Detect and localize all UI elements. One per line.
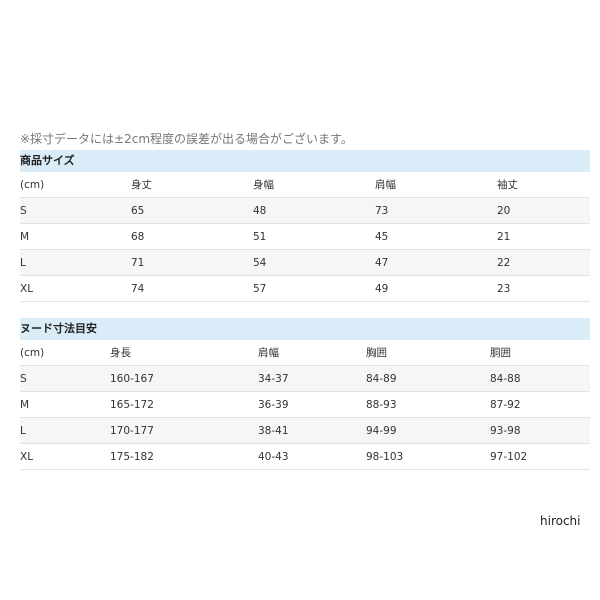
table-cell: 71 xyxy=(131,257,145,269)
table-cell: 84-88 xyxy=(490,373,521,385)
header-row: (cm) 身長 肩幅 胸囲 胴囲 xyxy=(20,340,590,366)
table-cell: 74 xyxy=(131,283,145,295)
column-header: (cm) xyxy=(20,179,45,191)
table-row: M 68 51 45 21 xyxy=(20,224,590,250)
table-cell: 84-89 xyxy=(366,373,397,385)
measurement-note: ※採寸データには±2cm程度の誤差が出る場合がございます。 xyxy=(20,132,353,146)
table-row: XL 74 57 49 23 xyxy=(20,276,590,302)
table-cell: 45 xyxy=(375,231,389,243)
product-size-table: 商品サイズ (cm) 身丈 身幅 肩幅 袖丈 S 65 48 73 20 M 68 51 45 21 L 71 5… xyxy=(20,150,590,302)
table-cell: 48 xyxy=(253,205,267,217)
table-cell: 88-93 xyxy=(366,399,397,411)
table-cell: 175-182 xyxy=(110,451,154,463)
table-cell: 51 xyxy=(253,231,267,243)
table-cell: 40-43 xyxy=(258,451,289,463)
table-row: L 170-177 38-41 94-99 93-98 xyxy=(20,418,590,444)
table-cell: 22 xyxy=(497,257,511,269)
header-row: (cm) 身丈 身幅 肩幅 袖丈 xyxy=(20,172,590,198)
table-cell: 47 xyxy=(375,257,389,269)
table-cell: 93-98 xyxy=(490,425,521,437)
column-header: 身丈 xyxy=(131,179,152,191)
table-cell: 49 xyxy=(375,283,389,295)
table-cell: S xyxy=(20,373,27,385)
table-cell: S xyxy=(20,205,27,217)
table-row: S 160-167 34-37 84-89 84-88 xyxy=(20,366,590,392)
table-cell: M xyxy=(20,231,30,243)
table-cell: 57 xyxy=(253,283,267,295)
table-cell: 170-177 xyxy=(110,425,154,437)
column-header: 肩幅 xyxy=(375,179,396,191)
table-row: L 71 54 47 22 xyxy=(20,250,590,276)
table-cell: 97-102 xyxy=(490,451,528,463)
table-cell: 38-41 xyxy=(258,425,289,437)
table-cell: 54 xyxy=(253,257,267,269)
table-cell: 165-172 xyxy=(110,399,154,411)
table-cell: 34-37 xyxy=(258,373,289,385)
table-cell: 87-92 xyxy=(490,399,521,411)
table-row: XL 175-182 40-43 98-103 97-102 xyxy=(20,444,590,470)
table-cell: XL xyxy=(20,283,34,295)
table-cell: M xyxy=(20,399,30,411)
nude-size-title: ヌード寸法目安 xyxy=(20,318,590,340)
table-cell: 160-167 xyxy=(110,373,154,385)
table-cell: 73 xyxy=(375,205,389,217)
column-header: 胴囲 xyxy=(490,347,511,359)
table-cell: 21 xyxy=(497,231,511,243)
column-header: 袖丈 xyxy=(497,179,518,191)
table-cell: L xyxy=(20,257,26,269)
brand-label: hirochi xyxy=(540,514,581,528)
column-header: 肩幅 xyxy=(258,347,279,359)
column-header: 身長 xyxy=(110,347,131,359)
table-cell: 94-99 xyxy=(366,425,397,437)
table-cell: 68 xyxy=(131,231,145,243)
column-header: 胸囲 xyxy=(366,347,387,359)
table-cell: 23 xyxy=(497,283,511,295)
column-header: 身幅 xyxy=(253,179,274,191)
table-cell: 36-39 xyxy=(258,399,289,411)
table-cell: 20 xyxy=(497,205,511,217)
column-header: (cm) xyxy=(20,347,45,359)
product-size-title: 商品サイズ xyxy=(20,150,590,172)
table-cell: L xyxy=(20,425,26,437)
table-cell: 98-103 xyxy=(366,451,404,463)
nude-size-table: ヌード寸法目安 (cm) 身長 肩幅 胸囲 胴囲 S 160-167 34-37 84-89 84… xyxy=(20,318,590,470)
table-row: S 65 48 73 20 xyxy=(20,198,590,224)
table-cell: XL xyxy=(20,451,34,463)
table-row: M 165-172 36-39 88-93 87-92 xyxy=(20,392,590,418)
table-cell: 65 xyxy=(131,205,145,217)
